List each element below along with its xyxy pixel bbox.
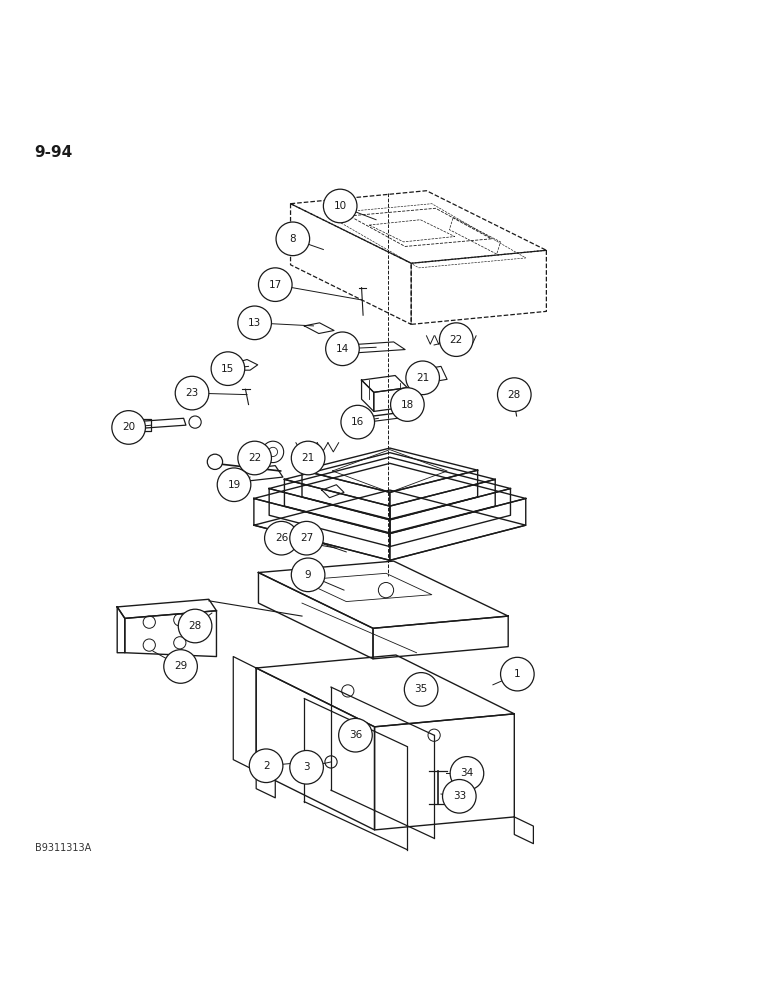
Circle shape [290,521,323,555]
Text: 10: 10 [334,201,347,211]
Circle shape [326,332,359,366]
Circle shape [291,558,325,592]
Circle shape [208,454,222,469]
Circle shape [290,750,323,784]
Text: 28: 28 [188,621,201,631]
Circle shape [265,521,298,555]
Circle shape [259,268,292,301]
Text: 29: 29 [174,661,187,671]
Text: 33: 33 [452,791,466,801]
Text: 34: 34 [460,768,473,778]
Text: 27: 27 [300,533,313,543]
Text: 22: 22 [449,335,463,345]
Text: 23: 23 [185,388,198,398]
Text: 26: 26 [275,533,288,543]
Circle shape [178,609,212,643]
Circle shape [323,189,357,223]
Circle shape [406,361,439,395]
Text: 8: 8 [290,234,296,244]
Circle shape [175,376,209,410]
Text: 17: 17 [269,280,282,290]
Text: 14: 14 [336,344,349,354]
Text: 18: 18 [401,400,414,410]
Text: 35: 35 [415,684,428,694]
Text: 21: 21 [302,453,315,463]
Text: 36: 36 [349,730,362,740]
Text: 22: 22 [248,453,261,463]
Text: 16: 16 [351,417,364,427]
Circle shape [450,757,484,790]
Circle shape [497,378,531,411]
Circle shape [439,323,473,356]
Circle shape [211,352,245,385]
Circle shape [341,405,374,439]
Text: 13: 13 [248,318,261,328]
Circle shape [339,718,372,752]
Circle shape [112,411,145,444]
Text: 1: 1 [514,669,520,679]
Circle shape [500,657,534,691]
Text: 3: 3 [303,762,310,772]
Text: 20: 20 [122,422,135,432]
Text: 2: 2 [262,761,269,771]
Text: 19: 19 [228,480,241,490]
Circle shape [276,222,310,256]
Circle shape [291,441,325,475]
Circle shape [405,673,438,706]
Text: B9311313A: B9311313A [35,843,91,853]
Circle shape [238,306,272,340]
Text: 28: 28 [508,390,521,400]
Circle shape [238,441,272,475]
Text: 15: 15 [222,364,235,374]
Text: 9: 9 [305,570,311,580]
Text: 9-94: 9-94 [35,145,73,160]
Circle shape [249,749,283,783]
Text: 21: 21 [416,373,429,383]
Circle shape [164,650,198,683]
Circle shape [391,388,424,421]
Circle shape [217,468,251,502]
Circle shape [442,780,476,813]
